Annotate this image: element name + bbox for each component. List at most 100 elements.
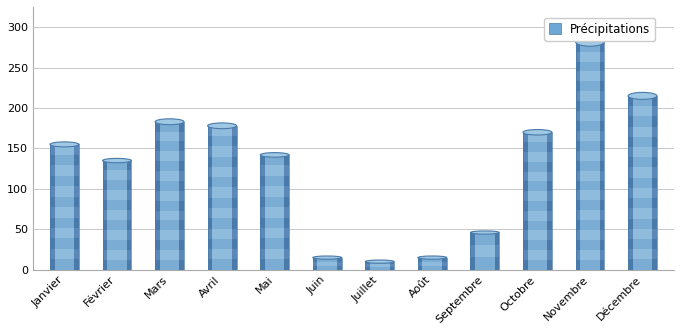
Bar — [600, 171, 605, 181]
Bar — [160, 151, 179, 161]
Bar — [580, 131, 600, 141]
Bar — [50, 217, 54, 228]
Bar — [155, 210, 160, 220]
Bar — [107, 250, 127, 260]
Bar — [633, 147, 652, 157]
Bar — [600, 230, 605, 240]
Bar — [107, 260, 127, 270]
Bar — [600, 42, 605, 51]
Bar — [179, 171, 184, 181]
Bar — [107, 171, 127, 180]
Bar — [74, 186, 79, 197]
Bar — [285, 165, 289, 176]
Bar — [50, 197, 54, 207]
Bar — [580, 250, 600, 260]
Bar — [208, 218, 212, 229]
Bar — [107, 220, 127, 230]
Bar — [523, 260, 528, 270]
Bar — [179, 250, 184, 260]
Bar — [600, 161, 605, 171]
Bar — [600, 141, 605, 151]
Bar — [628, 239, 633, 249]
Bar — [575, 42, 605, 270]
Bar — [155, 220, 160, 230]
Bar — [528, 250, 548, 260]
Bar — [313, 258, 317, 262]
Bar — [50, 155, 54, 165]
Ellipse shape — [628, 92, 657, 99]
Bar — [471, 245, 475, 257]
Bar — [548, 230, 552, 240]
Bar — [575, 71, 580, 81]
Bar — [265, 155, 285, 165]
Bar — [442, 266, 447, 270]
Bar — [633, 178, 652, 188]
Ellipse shape — [50, 142, 79, 147]
Bar — [633, 249, 652, 260]
Bar — [285, 197, 289, 207]
Bar — [232, 126, 236, 136]
Bar — [575, 91, 580, 101]
Bar — [600, 240, 605, 250]
Bar — [633, 106, 652, 116]
Bar — [575, 240, 580, 250]
Bar — [260, 259, 265, 270]
Bar — [54, 176, 74, 186]
Bar — [265, 238, 285, 249]
Bar — [652, 188, 657, 198]
Bar — [652, 260, 657, 270]
Bar — [265, 186, 285, 197]
Bar — [580, 240, 600, 250]
Bar — [600, 91, 605, 101]
Bar — [50, 144, 79, 270]
Bar — [548, 240, 552, 250]
Bar — [212, 167, 232, 177]
Bar — [179, 201, 184, 210]
Bar — [628, 249, 633, 260]
Bar — [523, 240, 528, 250]
Bar — [208, 239, 212, 249]
Bar — [523, 162, 528, 172]
Bar — [600, 191, 605, 200]
Bar — [208, 188, 212, 198]
Bar — [633, 126, 652, 137]
Bar — [548, 201, 552, 211]
Bar — [285, 259, 289, 270]
Ellipse shape — [365, 260, 394, 263]
Bar — [442, 258, 447, 262]
Bar — [575, 51, 580, 61]
Bar — [54, 228, 74, 238]
Bar — [160, 122, 179, 131]
Bar — [54, 155, 74, 165]
Bar — [285, 249, 289, 259]
Bar — [628, 198, 633, 208]
Bar — [628, 178, 633, 188]
Bar — [580, 51, 600, 61]
Bar — [54, 165, 74, 176]
Bar — [628, 147, 633, 157]
Bar — [103, 161, 131, 270]
Bar — [285, 176, 289, 186]
Bar — [160, 201, 179, 210]
Bar — [418, 258, 422, 262]
Bar — [365, 262, 394, 270]
Bar — [633, 218, 652, 229]
Bar — [103, 190, 107, 200]
Bar — [652, 229, 657, 239]
Bar — [127, 230, 131, 240]
Bar — [50, 259, 54, 270]
Bar — [575, 230, 580, 240]
Bar — [160, 210, 179, 220]
Bar — [628, 96, 633, 106]
Ellipse shape — [471, 231, 499, 234]
Bar — [575, 250, 580, 260]
Bar — [548, 142, 552, 152]
Bar — [548, 221, 552, 230]
Bar — [265, 228, 285, 238]
Bar — [232, 157, 236, 167]
Bar — [600, 220, 605, 230]
Bar — [179, 220, 184, 230]
Bar — [652, 239, 657, 249]
Bar — [285, 186, 289, 197]
Bar — [580, 171, 600, 181]
